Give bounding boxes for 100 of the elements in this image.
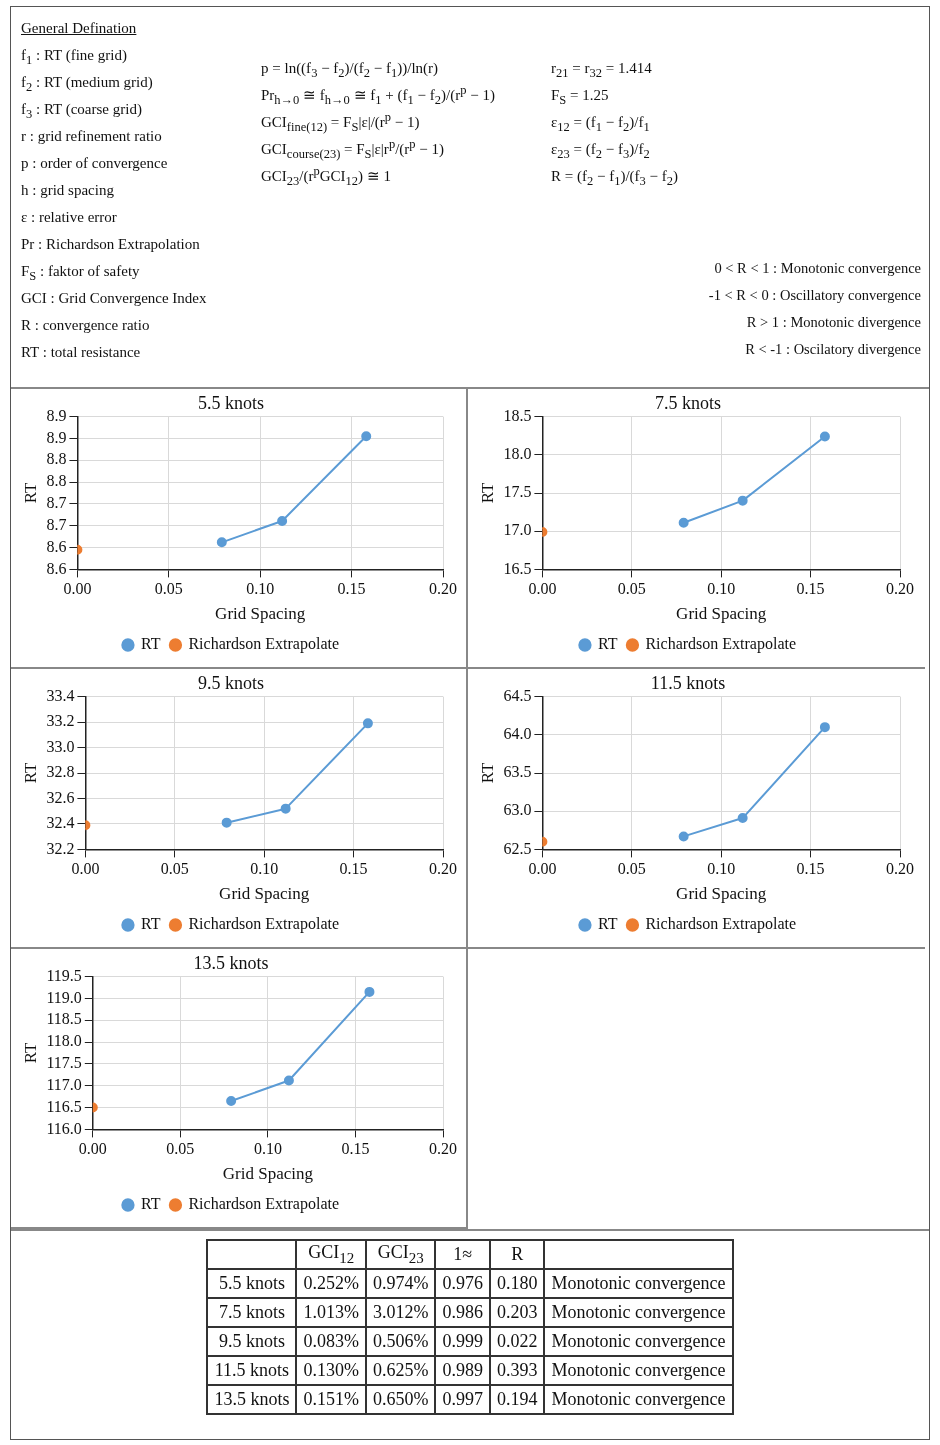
y-tick-label: 8.8 (46, 472, 67, 490)
text: GCI$_{course(23)}$ = F$_{S}$|ε|r$^{p}$/(r$^{p}$ − 1) (261, 137, 445, 161)
y-tick-label: 33.0 (46, 737, 75, 755)
text: 0 < R < 1 : Monotonic convergence (713, 259, 921, 278)
x-tick-label: 0.15 (337, 580, 366, 598)
y-tick-label: 18.5 (503, 406, 532, 424)
text: 0.986 (442, 1302, 483, 1322)
x-tick-label: 0.10 (250, 860, 279, 878)
text: 0.180 (496, 1273, 538, 1293)
legend-label: Richardson Extrapolate (188, 635, 340, 654)
y-tick-label: 16.5 (503, 559, 532, 577)
text: 0.997 (442, 1389, 483, 1409)
y-axis-title: RT (20, 762, 40, 784)
text: 0.022 (496, 1331, 538, 1351)
category-label: 7.5 knots (218, 1302, 285, 1322)
y-tick-label: 8.6 (46, 559, 67, 577)
y-tick-label: 32.2 (46, 839, 75, 857)
x-tick-label: 0.20 (429, 860, 457, 878)
text: Pr$_{h→0}$ ≅ f$_{h→0}$ ≅ f$_{1}$ + (f$_{1}$ − f$_{2}$)/(r$^{p}$ − 1) (261, 83, 495, 107)
x-tick-label: 0.10 (707, 860, 736, 878)
text: RT : total resistance (21, 343, 142, 362)
category-label: 9.5 knots (218, 1331, 285, 1351)
text: r$_{21}$ = r$_{32}$ = 1.414 (551, 59, 653, 82)
text: 0.506% (372, 1331, 429, 1351)
legend-label: Richardson Extrapolate (188, 1195, 340, 1214)
y-tick-label: 32.8 (46, 763, 75, 781)
text: Monotonic convergence (551, 1389, 726, 1409)
y-tick-label: 118.5 (46, 1010, 82, 1028)
text: ε$_{12}$ = (f$_{1}$ − f$_{2}$)/f$_{1}$ (551, 113, 651, 136)
category-label: R (489, 1240, 545, 1269)
text: 3.012% (372, 1302, 429, 1322)
x-tick-label: 0.20 (429, 1140, 457, 1158)
text: 0.625% (372, 1360, 429, 1380)
x-tick-label: 0.20 (429, 580, 457, 598)
y-tick-label: 17.5 (503, 483, 532, 501)
text: 0.151% (303, 1389, 359, 1409)
text: Monotonic convergence (551, 1302, 726, 1322)
legend-label: RT (140, 635, 161, 653)
chart-title: 13.5 knots (193, 952, 269, 973)
x-axis-title: Grid Spacing (222, 1164, 314, 1184)
legend-label: Richardson Extrapolate (645, 915, 797, 934)
y-tick-label: 64.5 (503, 686, 532, 704)
x-tick-label: 0.10 (246, 580, 275, 598)
text: R > 1 : Monotonic divergence (745, 313, 921, 332)
text: ε$_{23}$ = (f$_{2}$ − f$_{3}$)/f$_{2}$ (551, 140, 651, 163)
x-tick-label: 0.05 (154, 580, 183, 598)
x-tick-label: 0.05 (617, 580, 646, 598)
text: Monotonic convergence (551, 1273, 726, 1293)
y-tick-label: 8.9 (46, 406, 67, 424)
x-tick-label: 0.15 (796, 860, 825, 878)
x-tick-label: 0.00 (71, 860, 100, 878)
text: F$_{S}$ = 1.25 (551, 86, 610, 109)
y-tick-label: 64.0 (503, 725, 532, 742)
y-tick-label: 117.5 (46, 1054, 82, 1072)
text: ε : relative error (21, 208, 118, 227)
legend-label: RT (597, 635, 618, 653)
category-label: 5.5 knots (218, 1273, 285, 1293)
text: h : grid spacing (21, 181, 115, 200)
x-tick-label: 0.05 (160, 860, 189, 878)
x-tick-label: 0.00 (528, 860, 557, 878)
chart-title: 5.5 knots (197, 392, 265, 413)
text: R : convergence ratio (21, 316, 151, 335)
chart-title: 9.5 knots (197, 672, 265, 693)
legend-label: RT (140, 915, 161, 933)
y-tick-label: 62.5 (503, 839, 532, 857)
y-axis-title: RT (20, 482, 40, 504)
x-tick-label: 0.05 (166, 1140, 195, 1158)
x-tick-label: 0.00 (78, 1140, 107, 1158)
y-tick-label: 18.0 (503, 445, 532, 462)
x-tick-label: 0.00 (528, 580, 557, 598)
chart-title: 7.5 knots (654, 392, 722, 413)
y-axis-title: RT (20, 1042, 40, 1064)
text: p = ln((f$_{3}$ − f$_{2}$)/(f$_{2}$ − f$_{1}$))/ln(r) (261, 60, 439, 80)
x-axis-title: Grid Spacing (676, 604, 767, 624)
text: 0.083% (303, 1331, 359, 1351)
y-tick-label: 116.5 (46, 1097, 82, 1115)
y-tick-label: 32.6 (46, 788, 75, 806)
text: GCI : Grid Convergence Index (21, 289, 208, 308)
y-tick-label: 117.0 (46, 1075, 82, 1093)
y-tick-label: 8.7 (46, 494, 67, 512)
text: Pr : Richardson Extrapolation (21, 235, 201, 254)
legend-label: Richardson Extrapolate (188, 915, 340, 934)
y-tick-label: 118.0 (46, 1032, 82, 1050)
y-tick-label: 119.0 (46, 988, 82, 1006)
text: r : grid refinement ratio (21, 127, 163, 146)
x-axis-title: Grid Spacing (219, 884, 310, 904)
y-tick-label: 8.9 (46, 428, 67, 446)
y-tick-label: 33.2 (46, 712, 75, 730)
x-axis-title: Grid Spacing (215, 604, 306, 624)
y-tick-label: 63.5 (503, 763, 532, 781)
text: F$_{S}$ : faktor of safety (21, 262, 141, 285)
y-axis-title: RT (477, 762, 497, 784)
y-axis-title: RT (477, 482, 497, 504)
y-tick-label: 8.8 (46, 450, 67, 468)
y-tick-label: 17.0 (503, 521, 532, 539)
legend-label: Richardson Extrapolate (645, 635, 797, 654)
text: 0.976 (442, 1273, 483, 1293)
category-label: 1≈ (435, 1240, 490, 1269)
text: 0.393 (496, 1360, 538, 1380)
x-axis-title: Grid Spacing (676, 884, 767, 904)
